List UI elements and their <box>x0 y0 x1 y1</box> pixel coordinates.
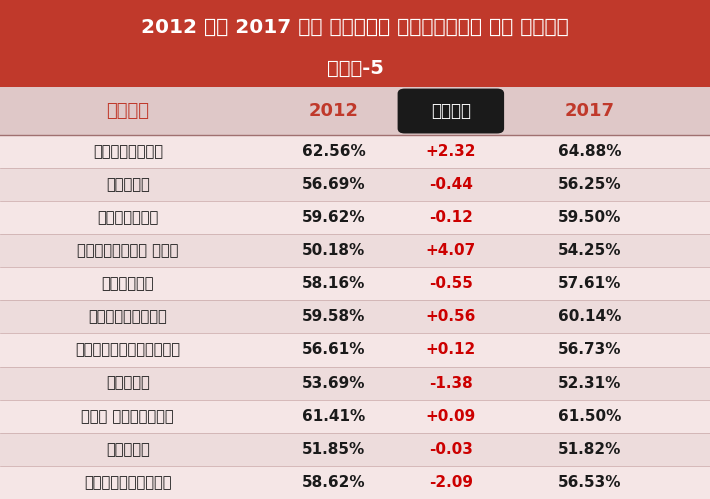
Text: जिला: जिला <box>106 102 149 120</box>
FancyBboxPatch shape <box>0 135 710 168</box>
Text: 51.82%: 51.82% <box>557 442 621 457</box>
FancyBboxPatch shape <box>0 367 710 400</box>
Text: +0.12: +0.12 <box>426 342 476 357</box>
Text: 59.50%: 59.50% <box>557 210 621 225</box>
Text: 62.56%: 62.56% <box>302 144 366 159</box>
Text: अमेठी: अमेठी <box>106 442 150 457</box>
Text: 56.73%: 56.73% <box>557 342 621 357</box>
Text: बलरामपुर: बलरामपुर <box>93 144 163 159</box>
Text: 60.14%: 60.14% <box>557 309 621 324</box>
Text: 61.41%: 61.41% <box>302 409 366 424</box>
FancyBboxPatch shape <box>0 267 710 300</box>
Text: श्रावस्ती: श्रावस्ती <box>89 309 167 324</box>
Text: 59.58%: 59.58% <box>302 309 366 324</box>
Text: 64.88%: 64.88% <box>557 144 621 159</box>
Text: चरण-5: चरण-5 <box>327 59 383 78</box>
Text: 56.61%: 56.61% <box>302 342 366 357</box>
Text: 59.62%: 59.62% <box>302 210 366 225</box>
Text: +2.32: +2.32 <box>425 144 476 159</box>
FancyBboxPatch shape <box>0 300 710 333</box>
Text: बस्ती: बस्ती <box>106 376 150 391</box>
Text: 50.18%: 50.18% <box>302 243 366 258</box>
Text: 56.69%: 56.69% <box>302 177 366 192</box>
Text: +0.56: +0.56 <box>426 309 476 324</box>
Text: -2.09: -2.09 <box>429 475 473 490</box>
Text: अम्बेडकर नगर: अम्बेडकर नगर <box>77 243 178 258</box>
FancyBboxPatch shape <box>0 234 710 267</box>
FancyBboxPatch shape <box>0 400 710 433</box>
Text: -0.03: -0.03 <box>429 442 473 457</box>
FancyBboxPatch shape <box>398 89 504 134</box>
Text: +0.09: +0.09 <box>426 409 476 424</box>
Text: +4.07: +4.07 <box>426 243 476 258</box>
Text: -0.12: -0.12 <box>429 210 473 225</box>
FancyBboxPatch shape <box>0 168 710 201</box>
Text: 2017: 2017 <box>564 102 614 120</box>
Text: सुल्तानपुर: सुल्तानपुर <box>84 475 172 490</box>
Text: सिद्धार्थनगर: सिद्धार्थनगर <box>75 342 180 357</box>
Text: 54.25%: 54.25% <box>557 243 621 258</box>
Text: 2012 और 2017 के मतदान प्रतिशत का अंतर: 2012 और 2017 के मतदान प्रतिशत का अंतर <box>141 18 569 37</box>
Text: -0.55: -0.55 <box>429 276 473 291</box>
Text: 61.50%: 61.50% <box>557 409 621 424</box>
Text: बहराइच: बहराइच <box>102 276 154 291</box>
FancyBboxPatch shape <box>0 466 710 499</box>
Text: 58.16%: 58.16% <box>302 276 366 291</box>
FancyBboxPatch shape <box>0 201 710 234</box>
Text: -1.38: -1.38 <box>429 376 473 391</box>
Text: 56.53%: 56.53% <box>557 475 621 490</box>
Text: -0.44: -0.44 <box>429 177 473 192</box>
Text: गोंडा: गोंडा <box>106 177 150 192</box>
FancyBboxPatch shape <box>0 333 710 367</box>
Text: 52.31%: 52.31% <box>557 376 621 391</box>
FancyBboxPatch shape <box>0 87 710 135</box>
Text: 58.62%: 58.62% <box>302 475 366 490</box>
Text: 53.69%: 53.69% <box>302 376 366 391</box>
Text: 57.61%: 57.61% <box>557 276 621 291</box>
Text: संत कबीरनगर: संत कबीरनगर <box>82 409 174 424</box>
Text: अंतर: अंतर <box>431 102 471 120</box>
Text: 2012: 2012 <box>309 102 359 120</box>
Text: 51.85%: 51.85% <box>302 442 366 457</box>
FancyBboxPatch shape <box>0 0 710 87</box>
FancyBboxPatch shape <box>0 433 710 466</box>
Text: फैजाबाद: फैजाबाद <box>97 210 158 225</box>
Text: 56.25%: 56.25% <box>557 177 621 192</box>
